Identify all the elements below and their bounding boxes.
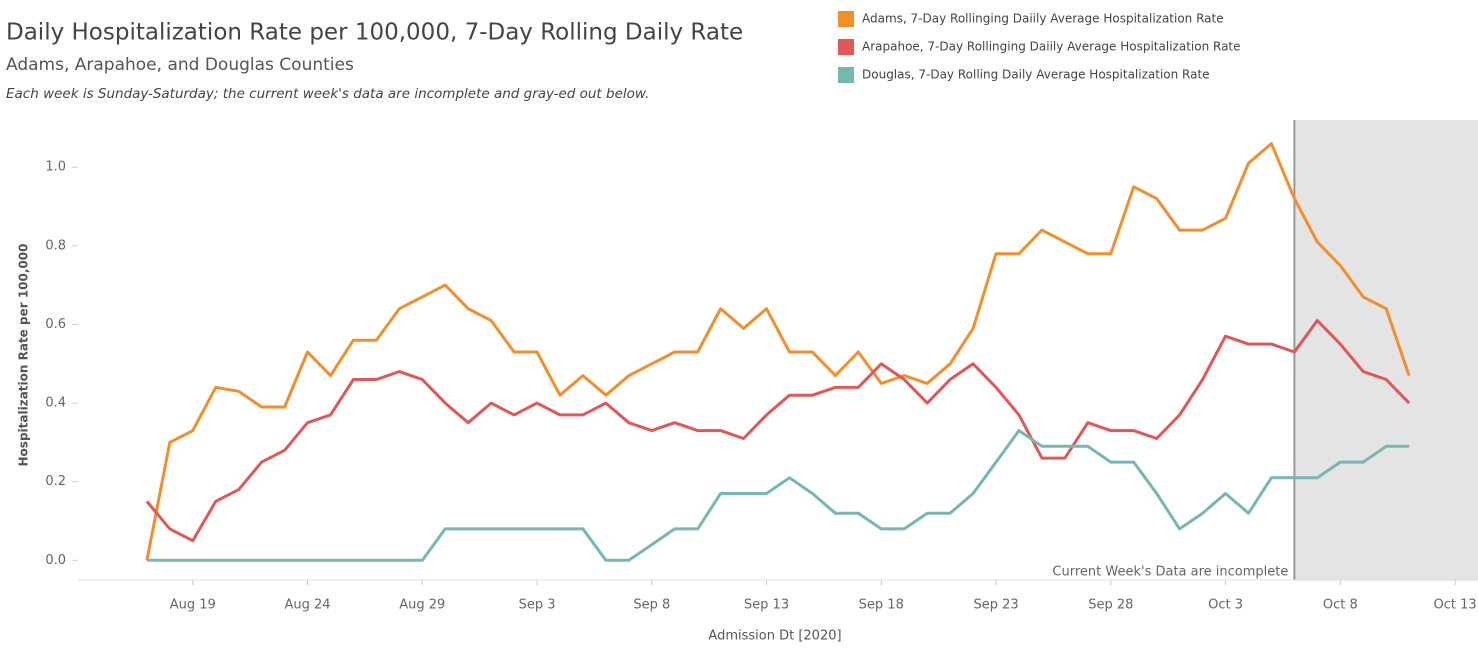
chart-title: Daily Hospitalization Rate per 100,000, … — [6, 20, 743, 46]
legend-swatch — [838, 11, 854, 27]
x-tick-label: Sep 18 — [859, 598, 904, 613]
x-tick-label: Sep 8 — [633, 598, 670, 613]
legend-label: Adams, 7-Day Rollinging Daiily Average H… — [862, 12, 1224, 26]
y-axis-title: Hospitalization Rate per 100,000 — [17, 244, 31, 467]
chart-note: Each week is Sunday-Saturday; the curren… — [6, 86, 649, 102]
y-tick-label: 0.2 — [45, 474, 66, 489]
y-tick-label: 0.4 — [45, 396, 66, 411]
legend-label: Douglas, 7-Day Rolling Daily Average Hos… — [862, 68, 1210, 82]
incomplete-shade — [1294, 120, 1478, 580]
y-tick-label: 1.0 — [45, 160, 66, 175]
x-tick-label: Sep 28 — [1088, 598, 1133, 613]
legend-swatch — [838, 67, 854, 83]
annotation: Current Week's Data are incomplete — [1052, 565, 1288, 580]
y-tick-label: 0.6 — [45, 317, 66, 332]
legend-label: Arapahoe, 7-Day Rollinging Daiily Averag… — [862, 40, 1241, 54]
x-axis-title: Admission Dt [2020] — [708, 629, 841, 644]
x-tick-label: Sep 23 — [973, 598, 1018, 613]
x-tick-label: Sep 3 — [519, 598, 556, 613]
x-tick-label: Aug 19 — [170, 598, 216, 613]
legend-swatch — [838, 39, 854, 55]
x-tick-label: Aug 29 — [399, 598, 445, 613]
series-line — [146, 429, 1410, 562]
x-tick-label: Oct 13 — [1433, 598, 1476, 613]
x-tick-label: Oct 3 — [1208, 598, 1243, 613]
y-tick-label: 0.8 — [45, 238, 66, 253]
x-tick-label: Aug 24 — [284, 598, 330, 613]
y-tick-label: 0.0 — [45, 553, 66, 568]
x-tick-label: Sep 13 — [744, 598, 789, 613]
series-line — [145, 319, 1411, 543]
x-tick-label: Oct 8 — [1323, 598, 1358, 613]
chart-subtitle: Adams, Arapahoe, and Douglas Counties — [6, 55, 354, 75]
series-line — [145, 142, 1411, 561]
